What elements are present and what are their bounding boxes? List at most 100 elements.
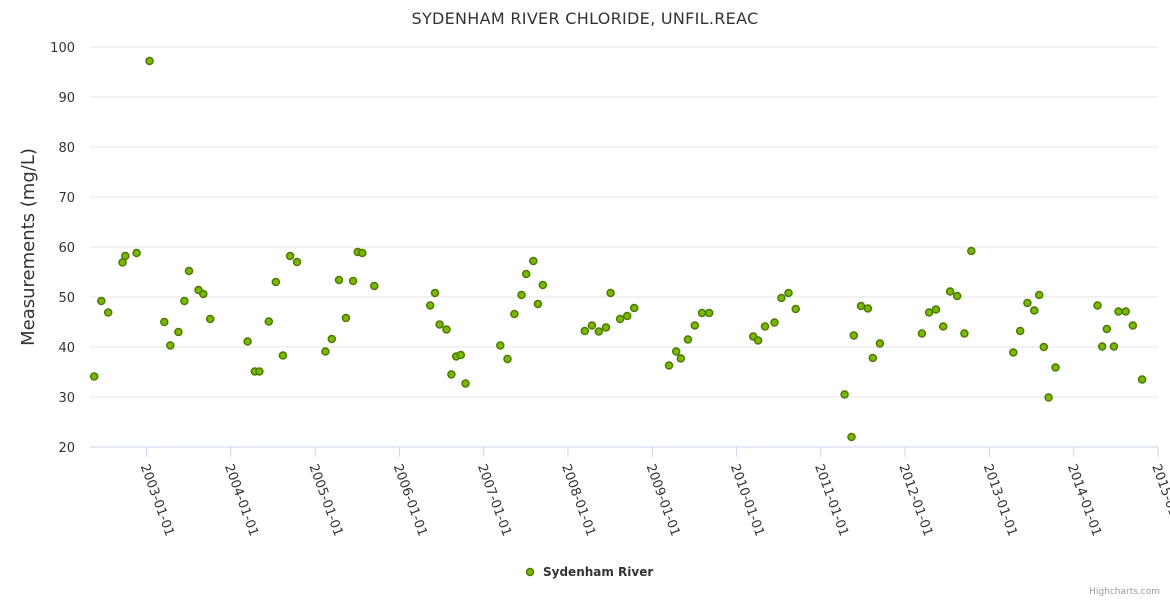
data-point[interactable] <box>327 334 337 344</box>
data-point[interactable] <box>121 251 130 261</box>
data-point[interactable] <box>358 248 367 258</box>
data-point[interactable] <box>791 304 800 314</box>
data-point[interactable] <box>1093 301 1102 310</box>
data-point[interactable] <box>840 390 849 399</box>
data-point[interactable] <box>370 281 379 291</box>
data-point[interactable] <box>430 288 440 298</box>
y-tick-label: 70 <box>58 191 75 206</box>
data-point[interactable] <box>199 289 208 299</box>
data-point[interactable] <box>243 337 252 346</box>
data-point[interactable] <box>931 305 941 314</box>
data-point[interactable] <box>174 327 183 337</box>
data-point[interactable] <box>503 354 512 364</box>
data-point[interactable] <box>1023 298 1032 308</box>
data-point[interactable] <box>676 354 686 363</box>
y-tick-label: 40 <box>58 341 75 356</box>
data-point[interactable] <box>875 339 885 348</box>
data-point[interactable] <box>1109 342 1119 351</box>
data-point[interactable] <box>847 432 856 442</box>
data-point[interactable] <box>1137 375 1147 384</box>
data-point[interactable] <box>517 290 526 300</box>
data-point[interactable] <box>924 308 934 317</box>
data-point[interactable] <box>1015 326 1025 336</box>
data-point[interactable] <box>1114 307 1123 316</box>
data-point[interactable] <box>704 308 714 318</box>
data-point[interactable] <box>587 321 597 330</box>
data-point[interactable] <box>622 311 632 321</box>
data-point[interactable] <box>629 303 639 313</box>
data-point[interactable] <box>341 313 351 323</box>
data-point[interactable] <box>510 309 519 319</box>
data-point[interactable] <box>145 56 154 66</box>
data-point[interactable] <box>255 367 264 376</box>
data-point[interactable] <box>456 350 466 360</box>
data-point[interactable] <box>533 299 543 309</box>
data-point[interactable] <box>868 353 878 363</box>
data-point[interactable] <box>521 269 531 279</box>
data-point[interactable] <box>271 277 281 287</box>
data-point[interactable] <box>938 322 948 331</box>
legend-label[interactable]: Sydenham River <box>543 565 653 579</box>
data-point[interactable] <box>580 326 590 336</box>
data-point[interactable] <box>952 291 962 301</box>
data-point[interactable] <box>538 280 548 290</box>
data-point[interactable] <box>856 301 866 311</box>
data-point[interactable] <box>278 351 288 360</box>
data-point[interactable] <box>917 329 927 338</box>
data-point[interactable] <box>1030 306 1039 315</box>
data-point[interactable] <box>184 266 194 276</box>
data-point[interactable] <box>1097 342 1107 351</box>
data-point[interactable] <box>1102 324 1112 334</box>
data-point[interactable] <box>690 321 700 330</box>
data-point[interactable] <box>760 322 770 331</box>
data-point[interactable] <box>166 341 175 350</box>
data-point[interactable] <box>594 327 604 336</box>
data-point[interactable] <box>447 370 456 379</box>
data-point[interactable] <box>334 275 344 285</box>
data-point[interactable] <box>321 347 330 356</box>
data-point[interactable] <box>606 288 615 298</box>
data-point[interactable] <box>849 331 859 340</box>
data-point[interactable] <box>671 347 681 356</box>
data-point[interactable] <box>160 317 169 327</box>
data-point[interactable] <box>132 248 141 258</box>
data-point[interactable] <box>697 308 707 318</box>
data-point[interactable] <box>461 379 470 388</box>
data-point[interactable] <box>967 246 976 256</box>
data-point[interactable] <box>770 318 779 327</box>
data-point[interactable] <box>1009 348 1018 357</box>
data-point[interactable] <box>97 296 106 306</box>
data-point[interactable] <box>1039 342 1049 352</box>
data-point[interactable] <box>1051 363 1060 372</box>
data-point[interactable] <box>615 314 625 324</box>
credits-link[interactable]: Highcharts.com <box>1089 587 1160 597</box>
data-point[interactable] <box>425 301 435 310</box>
data-point[interactable] <box>945 287 955 296</box>
data-point[interactable] <box>348 276 358 286</box>
data-point[interactable] <box>264 317 274 326</box>
data-point[interactable] <box>753 336 763 345</box>
y-tick-label: 90 <box>58 91 75 106</box>
data-point[interactable] <box>683 335 693 344</box>
data-point[interactable] <box>784 288 793 298</box>
data-point[interactable] <box>529 256 538 266</box>
data-point[interactable] <box>496 341 505 350</box>
data-point[interactable] <box>1034 290 1044 300</box>
data-point[interactable] <box>103 308 113 317</box>
data-point[interactable] <box>863 304 873 313</box>
data-point[interactable] <box>960 329 969 338</box>
data-point[interactable] <box>205 314 215 324</box>
data-point[interactable] <box>442 325 451 334</box>
data-point[interactable] <box>1128 321 1138 330</box>
data-point[interactable] <box>180 296 189 306</box>
legend[interactable]: Sydenham River <box>525 565 654 579</box>
data-point[interactable] <box>601 323 611 332</box>
data-point[interactable] <box>292 257 302 267</box>
data-point[interactable] <box>435 320 444 329</box>
data-point[interactable] <box>1044 393 1053 402</box>
data-point[interactable] <box>664 361 674 370</box>
data-point[interactable] <box>777 293 786 303</box>
data-point[interactable] <box>89 372 99 381</box>
data-point[interactable] <box>285 251 295 261</box>
data-point[interactable] <box>1121 307 1130 316</box>
